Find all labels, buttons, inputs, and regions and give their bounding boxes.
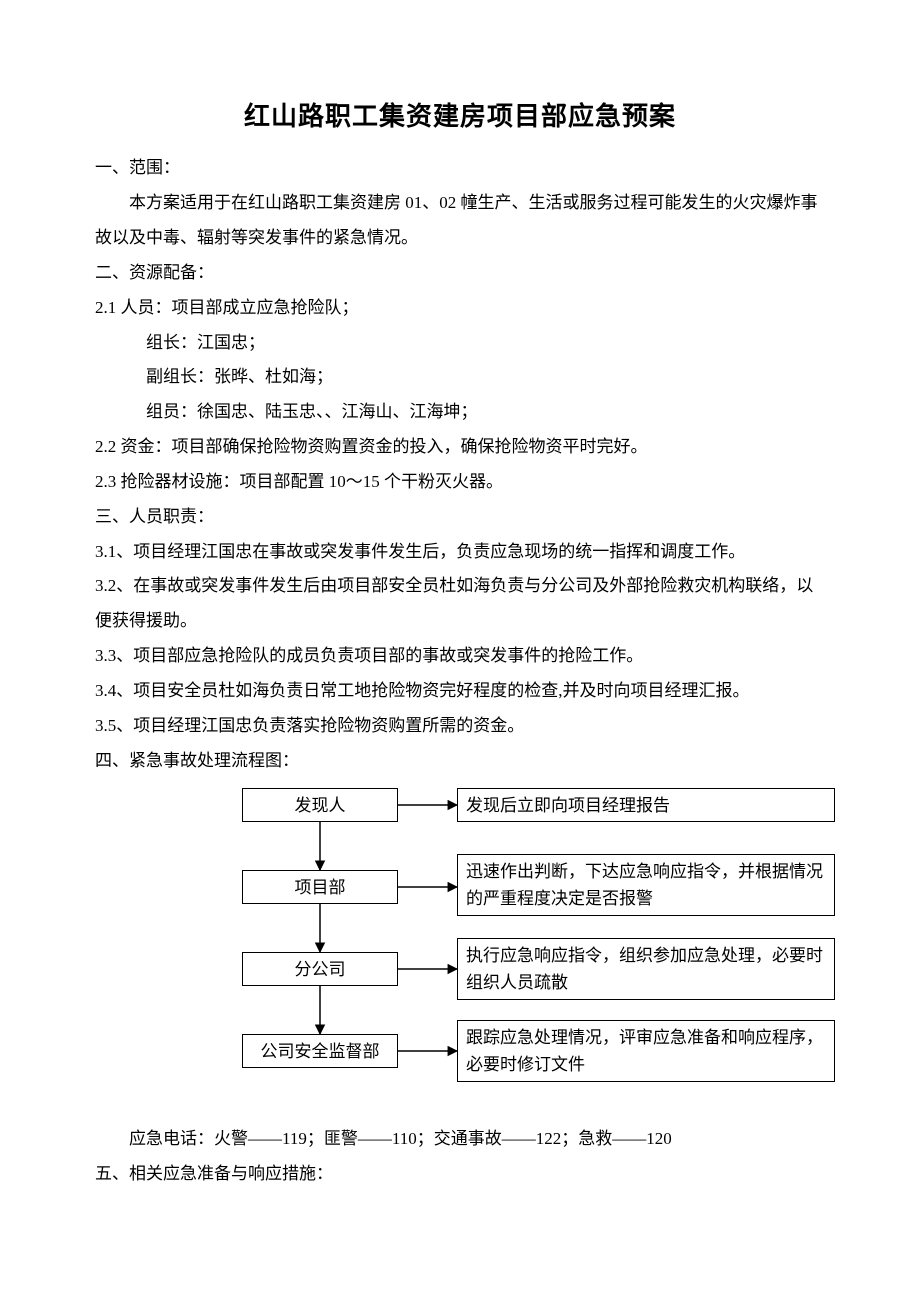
- flow-left-node: 公司安全监督部: [242, 1034, 398, 1068]
- flow-right-node: 跟踪应急处理情况，评审应急准备和响应程序，必要时修订文件: [457, 1020, 835, 1082]
- section-1-head: 一、范围：: [95, 151, 825, 186]
- page-title: 红山路职工集资建房项目部应急预案: [95, 90, 825, 143]
- s3-5: 3.5、项目经理江国忠负责落实抢险物资购置所需的资金。: [95, 709, 825, 744]
- section-3-head: 三、人员职责：: [95, 500, 825, 535]
- s2-2: 2.2 资金：项目部确保抢险物资购置资金的投入，确保抢险物资平时完好。: [95, 430, 825, 465]
- section-2-head: 二、资源配备：: [95, 256, 825, 291]
- flow-right-node: 执行应急响应指令，组织参加应急处理，必要时组织人员疏散: [457, 938, 835, 1000]
- s3-4: 3.4、项目安全员杜如海负责日常工地抢险物资完好程度的检查,并及时向项目经理汇报…: [95, 674, 825, 709]
- s2-1a: 组长：江国忠；: [95, 326, 825, 361]
- s2-1b: 副组长：张晔、杜如海；: [95, 360, 825, 395]
- flow-right-node: 发现后立即向项目经理报告: [457, 788, 835, 822]
- s3-1: 3.1、项目经理江国忠在事故或突发事件发生后，负责应急现场的统一指挥和调度工作。: [95, 535, 825, 570]
- section-1-body: 本方案适用于在红山路职工集资建房 01、02 幢生产、生活或服务过程可能发生的火…: [95, 186, 825, 256]
- flowchart: 发现人项目部分公司公司安全监督部 发现后立即向项目经理报告迅速作出判断，下达应急响…: [147, 780, 847, 1122]
- s2-1: 2.1 人员：项目部成立应急抢险队；: [95, 291, 825, 326]
- flow-left-node: 项目部: [242, 870, 398, 904]
- flow-right-node: 迅速作出判断，下达应急响应指令，并根据情况的严重程度决定是否报警: [457, 854, 835, 916]
- s3-3: 3.3、项目部应急抢险队的成员负责项目部的事故或突发事件的抢险工作。: [95, 639, 825, 674]
- flow-left-node: 分公司: [242, 952, 398, 986]
- s2-1c: 组员：徐国忠、陆玉忠、、江海山、江海坤；: [95, 395, 825, 430]
- section-4-head: 四、紧急事故处理流程图：: [95, 744, 825, 779]
- emergency-phones: 应急电话：火警——119；匪警——110；交通事故——122；急救——120: [95, 1122, 825, 1157]
- s2-3: 2.3 抢险器材设施：项目部配置 10～15 个干粉灭火器。: [95, 465, 825, 500]
- s3-2: 3.2、在事故或突发事件发生后由项目部安全员杜如海负责与分公司及外部抢险救灾机构…: [95, 569, 825, 639]
- flow-left-node: 发现人: [242, 788, 398, 822]
- section-5-head: 五、相关应急准备与响应措施：: [95, 1157, 825, 1192]
